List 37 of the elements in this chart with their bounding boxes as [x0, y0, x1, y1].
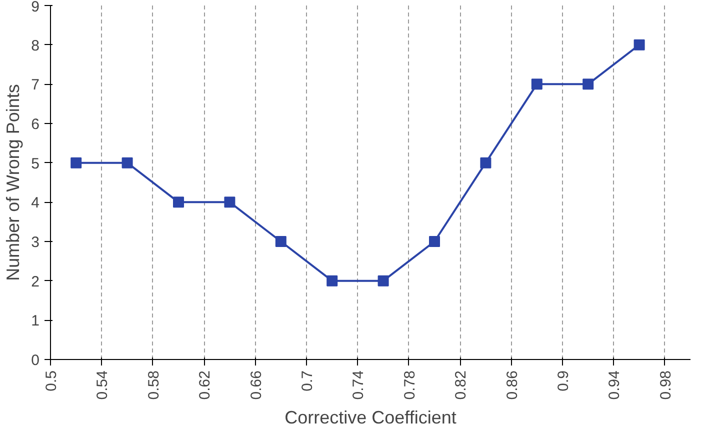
x-tick-label: 0.5 — [43, 370, 60, 392]
point — [122, 157, 133, 168]
y-tick-label: 4 — [31, 194, 40, 212]
point — [173, 196, 184, 208]
y-tick-label: 0 — [31, 352, 40, 369]
y-tick-label: 6 — [31, 116, 40, 133]
y-tick-label: 5 — [31, 155, 40, 172]
x-tick-label: 0.78 — [401, 370, 418, 400]
point — [634, 39, 645, 50]
y-tick-label: 2 — [31, 273, 40, 290]
x-tick-label: 0.7 — [299, 370, 316, 392]
x-tick-label: 0.66 — [248, 370, 265, 400]
point — [224, 196, 236, 208]
x-tick-label: 0.74 — [350, 370, 368, 400]
point — [480, 157, 492, 168]
x-tick-label: 0.54 — [94, 370, 112, 400]
x-tick-label: 0.86 — [504, 370, 521, 400]
y-tick-label: 1 — [31, 312, 40, 330]
y-tick-label: 8 — [31, 37, 40, 54]
point — [429, 236, 440, 247]
point — [275, 236, 286, 247]
y-tick-label: 3 — [31, 234, 40, 251]
x-tick-label: 0.82 — [452, 370, 470, 400]
point — [582, 78, 594, 90]
y-axis-title: Number of Wrong Points — [3, 84, 24, 281]
point — [70, 157, 82, 168]
y-tick-label: 9 — [31, 0, 40, 16]
x-tick-label: 0.98 — [657, 370, 674, 400]
x-tick-label: 0.58 — [145, 370, 162, 400]
x-tick-label: 0.9 — [555, 370, 572, 392]
x-axis-title: Corrective Coefficient — [284, 408, 456, 428]
x-tick-label: 0.62 — [196, 370, 214, 400]
point — [378, 275, 389, 286]
point — [531, 78, 542, 90]
point — [326, 275, 338, 286]
x-tick-label: 0.94 — [606, 370, 624, 400]
y-tick-label: 7 — [31, 76, 40, 94]
